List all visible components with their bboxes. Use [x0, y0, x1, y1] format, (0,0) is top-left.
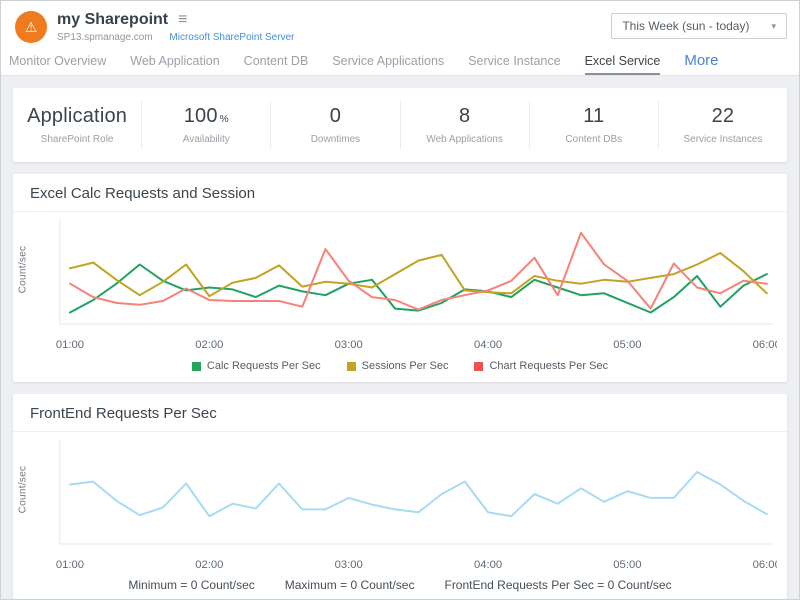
excel-calc-chart-card: Excel Calc Requests and Session Count/se… [13, 174, 787, 382]
chart-plot-area: Count/sec 01:00 02:00 03:00 04:00 05:00 06:00 [13, 212, 787, 358]
svg-text:04:00: 04:00 [474, 339, 502, 351]
stat-downtimes: 0 Downtimes [271, 101, 401, 149]
stat-value: 0 [329, 105, 342, 127]
svg-text:03:00: 03:00 [335, 559, 363, 571]
tab-more[interactable]: More [684, 52, 719, 69]
legend-item[interactable]: Calc Requests Per Sec [191, 360, 321, 372]
stat-label: Downtimes [310, 134, 361, 145]
stat-label: Content DBs [565, 134, 623, 145]
stat-label: Web Applications [426, 134, 503, 145]
chart-legend: Calc Requests Per Sec Sessions Per Sec Cha… [13, 358, 787, 382]
svg-text:05:00: 05:00 [613, 559, 641, 571]
svg-text:06:00: 06:00 [753, 339, 777, 351]
legend-swatch-icon [191, 361, 201, 371]
tab-bar: Monitor Overview Web Application Content… [1, 49, 799, 76]
tab-service-applications[interactable]: Service Applications [332, 54, 445, 68]
stat-label: Service Instances [683, 134, 763, 145]
svg-text:03:00: 03:00 [335, 339, 363, 351]
monitor-host: SP13.spmanage.com [57, 32, 153, 43]
legend-item[interactable]: Chart Requests Per Sec [474, 360, 608, 372]
chart-plot-area: Count/sec 01:00 02:00 03:00 04:00 05:00 06:00 [13, 432, 787, 578]
chevron-down-icon: ▾ [771, 20, 776, 31]
y-axis-label: Count/sec [17, 465, 29, 514]
line-chart[interactable]: 01:00 02:00 03:00 04:00 05:00 06:00 [29, 220, 777, 358]
chart-title: Excel Calc Requests and Session [13, 174, 787, 212]
tab-service-instance[interactable]: Service Instance [468, 54, 561, 68]
svg-text:04:00: 04:00 [474, 559, 502, 571]
legend-item[interactable]: Sessions Per Sec [346, 360, 449, 372]
legend-swatch-icon [346, 361, 356, 371]
legend-label: Calc Requests Per Sec [206, 360, 321, 372]
time-range-value: This Week (sun - today) [622, 19, 750, 33]
stat-value: 100% [183, 105, 229, 127]
svg-text:02:00: 02:00 [195, 559, 223, 571]
stat-web-applications: 8 Web Applications [401, 101, 530, 149]
page-title: my Sharepoint [57, 11, 169, 28]
legend-label: Sessions Per Sec [361, 360, 449, 372]
stat-service-instances: 22 Service Instances [659, 101, 787, 149]
stat-availability: 100% Availability [142, 101, 272, 149]
svg-text:06:00: 06:00 [753, 559, 777, 571]
tab-content-db[interactable]: Content DB [243, 54, 309, 68]
hamburger-menu-icon[interactable]: ≡ [178, 11, 188, 28]
svg-text:02:00: 02:00 [195, 339, 223, 351]
stat-label: SharePoint Role [40, 134, 114, 145]
legend-label: Chart Requests Per Sec [489, 360, 609, 372]
stat-value: 11 [583, 105, 605, 127]
stat-value: Application [27, 105, 128, 127]
chart-title: FrontEnd Requests Per Sec [13, 394, 787, 432]
percent-suffix: % [219, 114, 229, 125]
svg-text:01:00: 01:00 [56, 559, 84, 571]
svg-text:01:00: 01:00 [56, 339, 84, 351]
stat-current: FrontEnd Requests Per Sec = 0 Count/sec [444, 578, 672, 592]
stat-maximum: Maximum = 0 Count/sec [284, 578, 415, 592]
frontend-requests-chart-card: FrontEnd Requests Per Sec Count/sec 01:0… [13, 394, 787, 599]
stat-label: Availability [182, 134, 230, 145]
header: ⚠ my Sharepoint ≡ SP13.spmanage.com Micr… [1, 1, 799, 49]
tab-web-application[interactable]: Web Application [130, 54, 220, 68]
title-block: my Sharepoint ≡ SP13.spmanage.com Micros… [57, 11, 294, 43]
warning-triangle-icon: ⚠ [24, 18, 38, 35]
stat-content-dbs: 11 Content DBs [530, 101, 659, 149]
chart-footer-stats: Minimum = 0 Count/sec Maximum = 0 Count/… [13, 578, 787, 599]
stat-minimum: Minimum = 0 Count/sec [128, 578, 255, 592]
legend-swatch-icon [474, 361, 484, 371]
monitor-status-badge: ⚠ [15, 11, 47, 43]
line-chart[interactable]: 01:00 02:00 03:00 04:00 05:00 06:00 [29, 440, 777, 578]
summary-stats-card: Application SharePoint Role 100% Availab… [13, 88, 787, 162]
stat-value: 8 [458, 105, 471, 127]
time-range-dropdown[interactable]: This Week (sun - today) ▾ [611, 13, 787, 39]
svg-text:05:00: 05:00 [613, 339, 641, 351]
stat-sharepoint-role: Application SharePoint Role [13, 101, 143, 149]
y-axis-label: Count/sec [17, 245, 29, 294]
stat-value: 22 [711, 105, 735, 127]
tab-excel-service[interactable]: Excel Service [584, 54, 661, 75]
monitor-type-link[interactable]: Microsoft SharePoint Server [169, 32, 295, 43]
tab-monitor-overview[interactable]: Monitor Overview [9, 54, 107, 68]
